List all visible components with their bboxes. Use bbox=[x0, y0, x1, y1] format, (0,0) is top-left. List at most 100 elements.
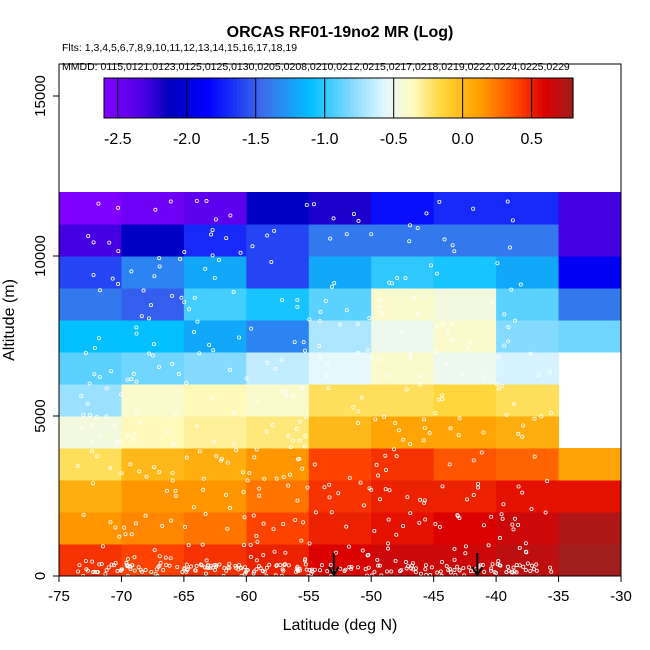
sample-point bbox=[399, 329, 404, 334]
sample-point bbox=[403, 560, 408, 565]
mmdd-label: MMDD: 0115,0121,0123,0125,0125,0130,0205… bbox=[62, 61, 570, 73]
sample-point bbox=[453, 572, 458, 576]
sample-point bbox=[384, 373, 389, 378]
heatmap-cell bbox=[496, 352, 560, 385]
sample-point bbox=[304, 203, 309, 208]
sample-point bbox=[319, 563, 324, 568]
sample-point bbox=[360, 548, 365, 553]
sample-point bbox=[256, 564, 261, 569]
heatmap-cell bbox=[371, 480, 435, 513]
colorbar-segment bbox=[533, 78, 539, 118]
sample-point bbox=[286, 433, 291, 438]
sample-point bbox=[117, 534, 122, 539]
sample-point bbox=[378, 497, 383, 502]
sample-point bbox=[119, 471, 124, 476]
sample-point bbox=[445, 328, 450, 333]
colorbar-segment bbox=[467, 78, 472, 118]
sample-point bbox=[374, 462, 379, 467]
sample-point bbox=[476, 485, 481, 490]
sample-point bbox=[254, 567, 259, 572]
sample-point bbox=[317, 319, 322, 324]
sample-point bbox=[83, 350, 88, 355]
sample-point bbox=[495, 261, 500, 266]
sample-point bbox=[89, 449, 94, 454]
x-tick-label: -30 bbox=[610, 588, 632, 605]
heatmap-cell bbox=[59, 288, 122, 321]
colorbar-segment bbox=[248, 78, 254, 118]
sample-point bbox=[288, 472, 293, 477]
sample-point bbox=[429, 565, 434, 570]
sample-point bbox=[165, 488, 170, 493]
sample-point bbox=[76, 569, 81, 574]
sample-point bbox=[157, 264, 162, 269]
colorbar-segment bbox=[404, 78, 410, 118]
sample-point bbox=[248, 554, 253, 559]
sample-point bbox=[523, 541, 528, 546]
sample-point bbox=[286, 563, 291, 568]
sample-point bbox=[198, 562, 203, 567]
sample-point bbox=[490, 299, 495, 304]
heatmap-cell bbox=[371, 192, 435, 225]
colorbar-segment bbox=[256, 78, 261, 118]
sample-point bbox=[494, 382, 499, 387]
colorbar-segment bbox=[182, 78, 187, 118]
sample-point bbox=[529, 563, 534, 568]
colorbar-tick-label: 0.5 bbox=[520, 131, 542, 148]
sample-point bbox=[549, 410, 554, 415]
heatmap-cell bbox=[59, 320, 122, 353]
sample-point bbox=[96, 336, 101, 341]
chart-title: ORCAS RF01-19no2 MR (Log) bbox=[227, 24, 454, 41]
sample-point bbox=[179, 295, 184, 300]
sample-point bbox=[303, 557, 308, 562]
colorbar-segment bbox=[369, 78, 375, 118]
sample-point bbox=[312, 462, 317, 467]
sample-point bbox=[228, 213, 233, 218]
sample-point bbox=[528, 569, 533, 574]
colorbar-segment bbox=[275, 78, 281, 118]
heatmap-cells bbox=[59, 192, 621, 576]
colorbar-frame bbox=[103, 77, 574, 119]
sample-point bbox=[510, 522, 515, 527]
sample-point bbox=[192, 330, 197, 335]
sample-point bbox=[344, 232, 349, 237]
colorbar-segment bbox=[311, 78, 316, 118]
sample-point bbox=[509, 287, 514, 292]
heatmap-cell bbox=[433, 544, 497, 576]
sample-point bbox=[157, 554, 162, 559]
sample-point bbox=[422, 425, 427, 430]
sample-point bbox=[272, 549, 277, 554]
colorbar-segment bbox=[455, 78, 461, 118]
colorbar-segment bbox=[565, 78, 570, 118]
heatmap-cell bbox=[59, 192, 122, 225]
colorbar-segment bbox=[299, 78, 304, 118]
colorbar-segment bbox=[221, 78, 226, 118]
heatmap-cell bbox=[183, 288, 247, 321]
sample-point bbox=[199, 563, 204, 568]
sample-point bbox=[441, 321, 446, 326]
colorbar-segment bbox=[315, 78, 320, 118]
y-tick-label: 0 bbox=[32, 572, 49, 580]
sample-point bbox=[139, 314, 144, 319]
sample-point bbox=[351, 211, 356, 216]
sample-point bbox=[108, 520, 113, 525]
colorbar-segment bbox=[373, 78, 379, 118]
sample-point bbox=[418, 497, 423, 502]
sample-point bbox=[363, 567, 368, 572]
sample-point bbox=[104, 568, 109, 573]
sample-point bbox=[283, 550, 288, 555]
heatmap-cell bbox=[496, 480, 560, 513]
sample-point bbox=[233, 563, 238, 568]
sample-point bbox=[399, 568, 404, 573]
sample-point bbox=[463, 551, 468, 556]
sample-point bbox=[545, 479, 550, 484]
colorbar-segment bbox=[135, 78, 140, 118]
sample-point bbox=[462, 573, 467, 576]
sample-point bbox=[307, 317, 312, 322]
sample-point bbox=[210, 395, 215, 400]
colorbar-segment bbox=[416, 78, 422, 118]
heatmap-cell bbox=[246, 224, 310, 257]
sample-point bbox=[408, 442, 413, 447]
sample-point bbox=[182, 250, 187, 255]
colorbar-segment bbox=[530, 78, 535, 118]
